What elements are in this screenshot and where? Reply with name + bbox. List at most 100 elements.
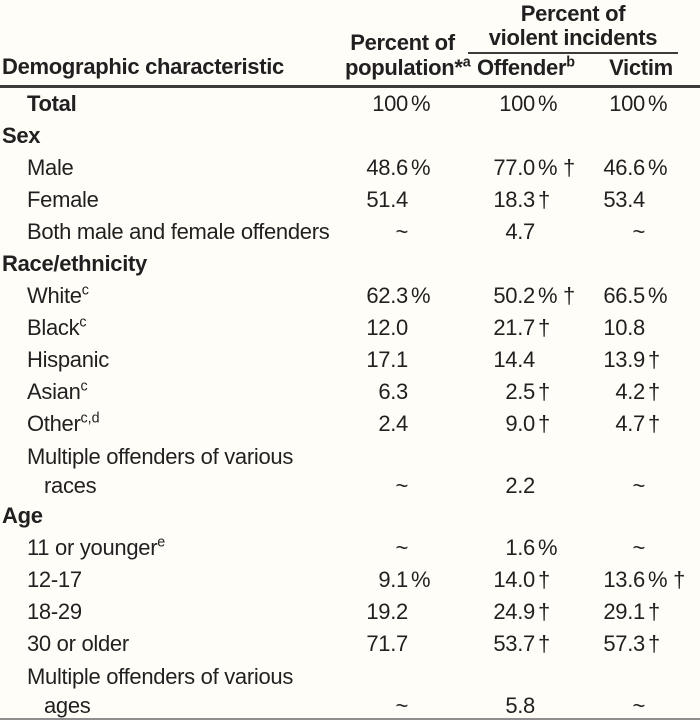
cell-suffix: † (648, 631, 660, 656)
cell-value: 2.4 (378, 411, 408, 436)
row-label-text: 12-17 (27, 567, 82, 592)
row-label-text: 18-29 (27, 599, 82, 624)
section-row: Sex (0, 120, 700, 152)
cell-value: 9.0 (505, 411, 535, 436)
row-label: Both male and female offenders (0, 219, 345, 245)
population-cell: 6.3 (345, 376, 460, 408)
row-label-text: Sex (2, 123, 41, 148)
victim-cell: 29.1 † (575, 596, 700, 628)
cell-value: 13.6 (603, 567, 645, 592)
cell-value: 62.3 (366, 283, 408, 308)
table-row: 12-17 9.1% 14.0 † 13.6% † (0, 564, 700, 596)
row-label-text: Age (2, 503, 43, 528)
population-cell: 17.1 (345, 344, 460, 376)
row-label-text: Asian (27, 379, 81, 404)
cell-value: 100 (609, 91, 645, 116)
cell-suffix: % (411, 283, 431, 308)
footnote-marker: c (80, 378, 88, 395)
row-label-text: White (27, 283, 82, 308)
section-row: Race/ethnicity (0, 248, 700, 280)
table-row: Male 48.6% 77.0% † 46.6% (0, 152, 700, 184)
row-label: Age (0, 503, 700, 529)
row-label-text: Multiple offenders of various (27, 664, 294, 689)
cell-value: 14.0 (493, 567, 535, 592)
subheader-row: Offenderb Victim (460, 55, 700, 85)
cell-value: 24.9 (493, 599, 535, 624)
table-row: Both male and female offenders ~4.7 ~ (0, 216, 700, 248)
victim-cell: 53.4 (575, 184, 700, 216)
row-label-text: 30 or older (27, 631, 129, 656)
percent-of-population-header: Percent of population*a (345, 30, 471, 85)
victim-cell: ~ (575, 691, 700, 720)
cell-value: ~ (395, 472, 408, 498)
row-label-text: Black (27, 315, 80, 340)
row-label: 18-29 (0, 599, 345, 625)
cell-suffix: % (648, 155, 668, 180)
population-cell: ~ (345, 532, 460, 564)
offender-cell: 9.0 † (460, 408, 575, 440)
population-cell: ~ (345, 216, 460, 248)
cell-value: 50.2 (493, 283, 535, 308)
row-label: Blackc (0, 315, 345, 341)
cell-value: 100 (499, 91, 535, 116)
cell-suffix: % (411, 567, 431, 592)
row-label: 12-17 (0, 567, 345, 593)
table-row: Hispanic 17.1 14.4 13.9 † (0, 344, 700, 376)
row-label: Asianc (0, 379, 345, 405)
victim-cell: 100% (575, 88, 700, 120)
table-row: Total 100% 100% 100% (0, 88, 700, 120)
cell-value: 18.3 (493, 187, 535, 212)
cell-value: 71.7 (366, 631, 408, 656)
row-label-text: 11 or younger (27, 535, 158, 560)
cell-value: 100 (372, 91, 408, 116)
row-label: Total (0, 91, 345, 117)
cell-value: 51.4 (366, 187, 408, 212)
row-label-text: Hispanic (27, 347, 109, 372)
cell-value: 4.7 (615, 411, 645, 436)
cell-suffix: † (538, 315, 550, 340)
offender-cell: 21.7 † (460, 312, 575, 344)
victim-cell: 10.8 (575, 312, 700, 344)
cell-value: 2.2 (505, 472, 535, 498)
cell-value: 9.1 (378, 567, 408, 592)
cell-value: ~ (632, 535, 645, 560)
row-label-line2: races (44, 473, 97, 498)
table-row: Otherc,d 2.4 9.0 † 4.7 † (0, 408, 700, 440)
population-cell: 9.1% (345, 564, 460, 596)
population-cell: 12.0 (345, 312, 460, 344)
footnote-marker: c,d (80, 410, 100, 427)
population-cell: 71.7 (345, 628, 460, 660)
cell-suffix: % (648, 283, 668, 308)
violent-incidents-header-group: Percent of violent incidents Offenderb V… (460, 2, 700, 85)
table-row: Asianc 6.3 2.5 † 4.2 † (0, 376, 700, 408)
population-cell: 48.6% (345, 152, 460, 184)
cell-value: 48.6 (366, 155, 408, 180)
victim-cell: ~ (575, 532, 700, 564)
section-row: Age (0, 500, 700, 532)
offender-cell: 14.4 (460, 344, 575, 376)
row-label-line2: ages (44, 693, 91, 718)
row-label: Hispanic (0, 347, 345, 373)
incidents-header-line1: Percent of (520, 1, 626, 26)
cell-value: 46.6 (603, 155, 645, 180)
victim-cell: 13.6% † (575, 564, 700, 596)
row-label-text: Female (27, 187, 99, 212)
cell-suffix: † (648, 379, 660, 404)
table-row: Multiple offenders of various races ~2.2 ~ (0, 440, 700, 500)
row-label: Male (0, 155, 345, 181)
offender-cell: 5.8 (460, 691, 575, 720)
cell-suffix: % † (537, 155, 575, 180)
population-cell: 62.3% (345, 280, 460, 312)
cell-suffix: % † (648, 567, 686, 592)
population-header-line1: Percent of (350, 30, 455, 55)
victim-cell: ~ (575, 216, 700, 248)
population-cell: 51.4 (345, 184, 460, 216)
cell-suffix: † (538, 379, 550, 404)
cell-value: 13.9 (603, 347, 645, 372)
cell-value: 4.2 (615, 379, 645, 404)
victim-cell: ~ (575, 471, 700, 500)
incidents-header-line2: violent incidents (488, 25, 658, 50)
victim-cell: 57.3 † (575, 628, 700, 660)
cell-value: ~ (632, 692, 645, 718)
